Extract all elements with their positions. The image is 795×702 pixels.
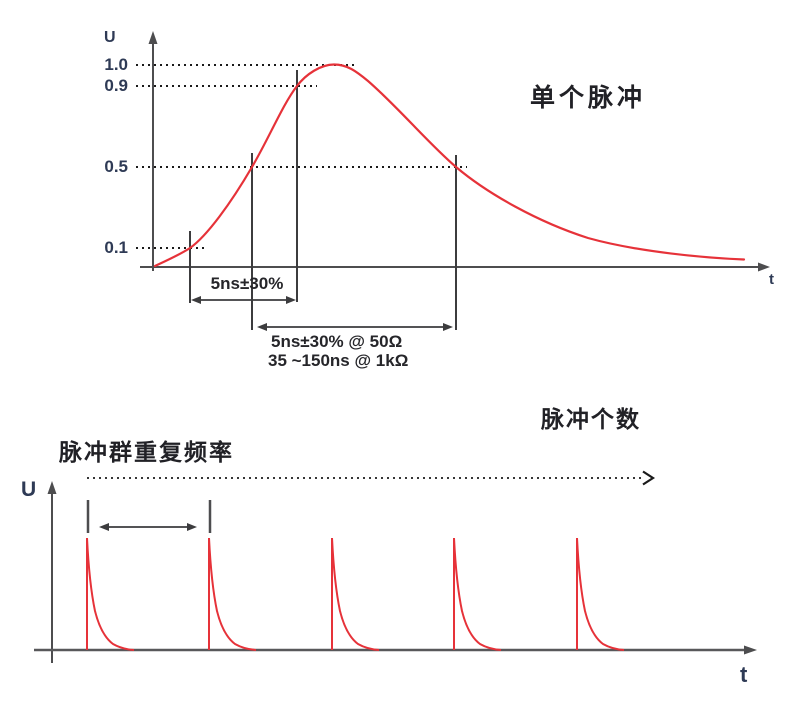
width-50ohm-annotation: 5ns±30% @ 50Ω	[271, 332, 403, 351]
single-pulse-plot	[136, 31, 770, 331]
pulse-count-label: 脉冲个数	[541, 406, 641, 432]
repetition-arrowhead-left-icon	[99, 523, 109, 531]
repetition-arrowhead-right-icon	[187, 523, 197, 531]
tick-label-0.5: 0.5	[104, 157, 128, 176]
rise-time-annotation: 5ns±30%	[210, 274, 284, 293]
top-x-axis-arrowhead-icon	[758, 262, 770, 272]
top-x-axis-label: t	[769, 271, 774, 288]
rise-time-arrowhead-right-icon	[286, 296, 296, 304]
top-y-axis-arrowhead-icon	[148, 31, 158, 44]
single-pulse-curve	[153, 63, 746, 268]
bottom-y-axis-label: U	[21, 478, 37, 501]
pulse-width-arrowhead-left-icon	[257, 323, 267, 331]
single-pulse-title: 单个脉冲	[530, 84, 647, 112]
pulse-train-plot	[34, 470, 757, 663]
pulse-4	[453, 537, 502, 651]
bottom-x-axis-arrowhead-icon	[744, 645, 757, 655]
bottom-y-axis-arrowhead-icon	[47, 481, 57, 494]
bottom-x-axis-label: t	[740, 662, 748, 687]
pulse-width-dimension-arrow	[257, 323, 453, 331]
pulse-1	[86, 537, 135, 651]
pulse-train-pulses	[86, 537, 625, 651]
tick-label-0.9: 0.9	[104, 76, 128, 95]
rise-time-dimension-arrow	[191, 296, 296, 304]
pulse-3	[331, 537, 380, 651]
top-y-axis-label: U	[104, 29, 116, 46]
pulse-width-arrowhead-right-icon	[443, 323, 453, 331]
tick-label-0.1: 0.1	[104, 238, 128, 257]
repetition-period-arrow	[99, 523, 197, 531]
tick-label-1.0: 1.0	[104, 55, 128, 74]
rise-time-arrowhead-left-icon	[191, 296, 201, 304]
pulse-5	[576, 537, 625, 651]
width-1kohm-annotation: 35 ~150ns @ 1kΩ	[268, 351, 409, 370]
pulse-count-arrowhead-icon	[642, 470, 656, 486]
pulse-2	[208, 537, 257, 651]
burst-repetition-label: 脉冲群重复频率	[59, 439, 234, 465]
